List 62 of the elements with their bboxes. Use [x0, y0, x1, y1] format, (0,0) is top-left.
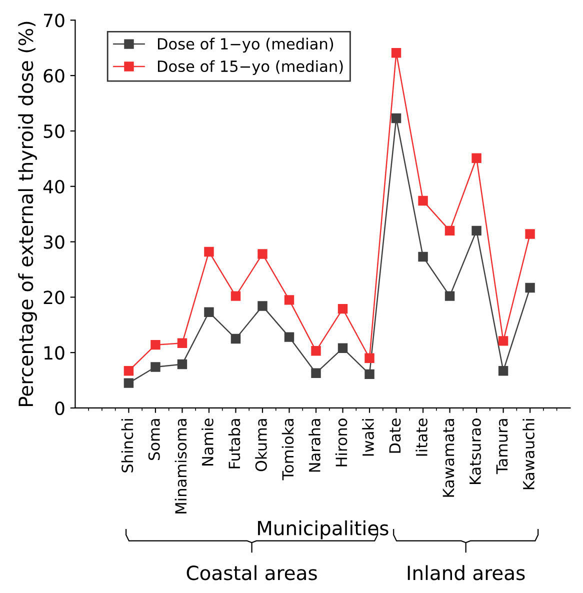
point — [177, 338, 188, 348]
point — [525, 282, 535, 293]
legend-label: Dose of 15−yo (median) — [158, 60, 343, 75]
x-tick-label: Iwaki — [362, 419, 374, 456]
point — [364, 353, 374, 363]
x-tick-label: Tomioka — [282, 419, 294, 480]
point — [124, 378, 134, 388]
x-tick-label: Iitate — [416, 418, 428, 456]
y-tick-label: 40 — [43, 180, 64, 194]
x-tick-label: Minamisoma — [174, 419, 187, 514]
legend-label: Dose of 1−yo (median) — [158, 38, 334, 53]
x-tick-label: Naraha — [308, 419, 320, 472]
x-tick-label: Shinchi — [121, 419, 134, 472]
x-axis-title: Municipalities — [258, 520, 388, 540]
point — [444, 226, 455, 236]
x-tick-label: Hirono — [335, 418, 348, 466]
point — [311, 346, 321, 356]
point — [418, 196, 428, 206]
x-tick-label: Tamura — [496, 419, 508, 474]
point — [338, 304, 348, 314]
x-tick-label: Kawamata — [442, 419, 454, 497]
point — [498, 336, 508, 346]
point — [498, 366, 508, 376]
point — [284, 295, 294, 305]
point — [230, 334, 241, 344]
x-tick-label: Soma — [148, 419, 160, 460]
point — [230, 291, 241, 301]
y-axis-title: Percentage of external thyroid dose (%) — [18, 22, 37, 406]
point — [204, 246, 214, 257]
x-tick-label: Kawauchi — [522, 419, 534, 490]
point — [258, 249, 268, 259]
point — [338, 343, 348, 354]
point — [364, 369, 374, 380]
text: Coastal areas — [186, 565, 317, 580]
y-tick-label: 20 — [44, 290, 64, 304]
point — [525, 229, 535, 239]
y-tick-label: 10 — [44, 346, 64, 360]
point — [391, 113, 402, 124]
point — [204, 307, 214, 317]
x-tick-label: Date — [389, 418, 401, 453]
x-tick-label: Katsurao — [470, 418, 481, 484]
point — [311, 368, 321, 378]
x-tick-label: Okuma — [255, 419, 267, 472]
x-tick-label: Futaba — [228, 419, 240, 468]
point — [177, 359, 188, 370]
y-tick-label: 30 — [44, 235, 64, 249]
point — [444, 291, 455, 301]
point — [150, 362, 160, 372]
point — [472, 153, 482, 163]
point — [258, 301, 268, 311]
y-tick-label: 70 — [44, 14, 64, 28]
point — [284, 332, 294, 342]
point — [124, 366, 134, 376]
point — [472, 226, 482, 236]
point — [418, 252, 428, 262]
point — [150, 340, 160, 350]
point — [391, 48, 402, 58]
y-tick-label: 50 — [44, 124, 64, 138]
text: Inland areas — [408, 565, 525, 580]
y-tick-label: 60 — [44, 69, 64, 83]
y-tick-label: 0 — [55, 401, 64, 416]
x-tick-label: Namie — [202, 418, 214, 466]
